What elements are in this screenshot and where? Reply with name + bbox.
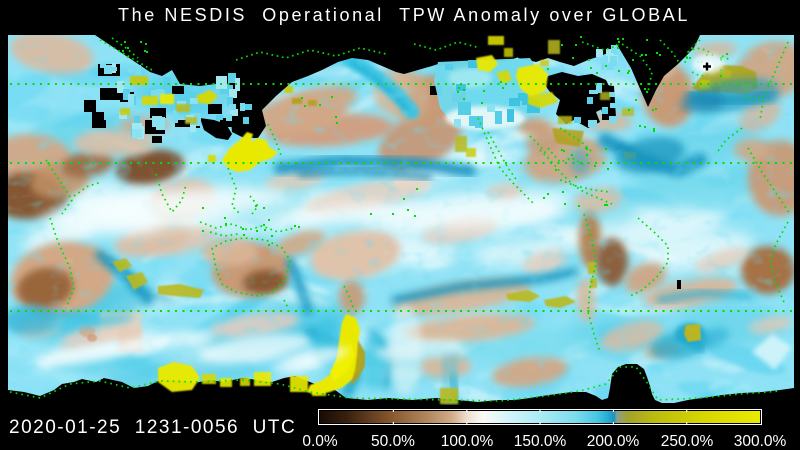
svg-text:200.0%: 200.0% xyxy=(587,433,640,450)
svg-text:150.0%: 150.0% xyxy=(514,433,567,450)
svg-text:250.0%: 250.0% xyxy=(661,433,714,450)
svg-text:0.0%: 0.0% xyxy=(302,433,338,450)
svg-text:100.0%: 100.0% xyxy=(441,433,494,450)
svg-text:The NESDIS Operational TPW A: The NESDIS Operational TPW Anomaly over … xyxy=(118,5,690,25)
svg-text:50.0%: 50.0% xyxy=(371,433,415,450)
svg-text:2020-01-25 1231-0056 UTC: 2020-01-25 1231-0056 UTC xyxy=(9,417,296,438)
svg-text:300.0%: 300.0% xyxy=(734,433,787,450)
